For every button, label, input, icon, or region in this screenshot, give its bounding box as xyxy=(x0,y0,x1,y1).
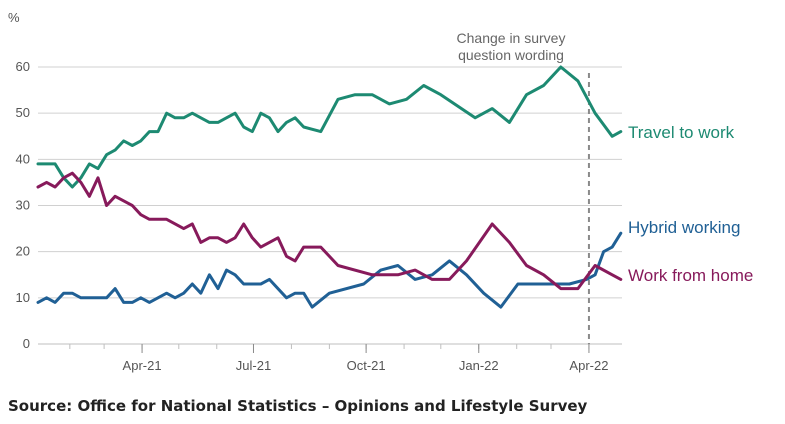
annotation-text: question wording xyxy=(458,47,564,63)
y-tick-label: 60 xyxy=(16,59,30,74)
y-tick-label: 30 xyxy=(16,198,30,213)
y-tick-label: 0 xyxy=(23,336,30,351)
series-labels: Travel to work Hybrid working Work from ho… xyxy=(628,123,753,285)
series-label-hybrid-working: Hybrid working xyxy=(628,218,740,237)
x-tick-label: Jan-22 xyxy=(459,358,499,373)
y-unit-label: % xyxy=(8,10,20,25)
gridlines xyxy=(38,66,622,299)
axes: % 0 10 20 30 40 50 60 Apr-21 Jul-21 Oct-21 Jan-22 Ap… xyxy=(8,10,622,373)
y-tick-label: 10 xyxy=(16,290,30,305)
source-note: Source: Office for National Statistics –… xyxy=(8,397,588,415)
series-line-travel-to-work xyxy=(36,65,623,189)
x-tick-label: Oct-21 xyxy=(347,358,386,373)
series-label-travel-to-work: Travel to work xyxy=(628,123,735,142)
y-tick-label: 50 xyxy=(16,105,30,120)
series-line-work-from-home xyxy=(36,171,623,291)
series-label-work-from-home: Work from home xyxy=(628,266,753,285)
series-lines xyxy=(36,65,623,309)
annotation-text: Change in survey xyxy=(457,30,566,46)
x-tick-label: Jul-21 xyxy=(236,358,271,373)
x-tick-label: Apr-22 xyxy=(569,358,608,373)
y-tick-label: 40 xyxy=(16,151,30,166)
x-tick-label: Apr-21 xyxy=(123,358,162,373)
line-chart: % 0 10 20 30 40 50 60 Apr-21 Jul-21 Oct-21 Jan-22 Ap… xyxy=(8,10,753,373)
y-tick-label: 20 xyxy=(16,244,30,259)
series-line-hybrid-working xyxy=(36,231,623,309)
